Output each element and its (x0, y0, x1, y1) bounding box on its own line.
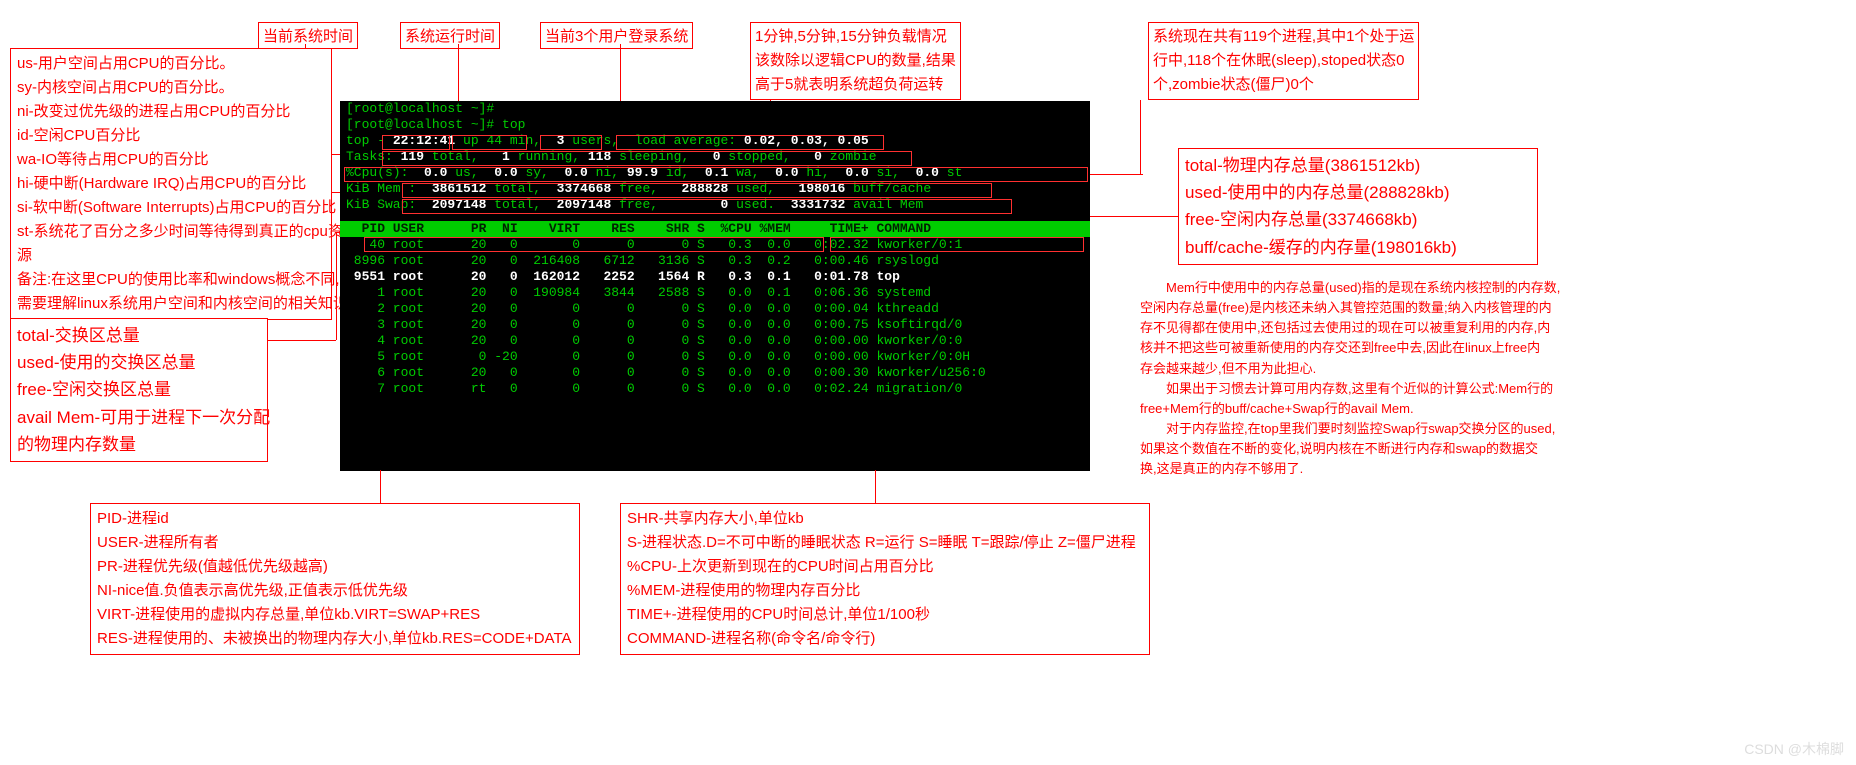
label-current-time: 当前系统时间 (258, 22, 358, 49)
table-row: 7 root rt 0 0 0 0 S 0.0 0.0 0:02.24 migr… (340, 381, 1090, 397)
top-mem: KiB Mem : 3861512 total, 3374668 free, 2… (340, 181, 1090, 197)
top-swap: KiB Swap: 2097148 total, 2097148 free, 0… (340, 197, 1090, 213)
mem-notes: total-物理内存总量(3861512kb) used-使用中的内存总量(28… (1178, 148, 1538, 265)
column-notes-right: SHR-共享内存大小,单位kb S-进程状态.D=不可中断的睡眠状态 R=运行 … (620, 503, 1150, 655)
mem-paragraph: Mem行中使用中的内存总量(used)指的是现在系统内核控制的内存数, 空闲内存… (1140, 278, 1550, 479)
conn-mem (1088, 216, 1178, 217)
table-row: 5 root 0 -20 0 0 0 S 0.0 0.0 0:00.00 kwo… (340, 349, 1090, 365)
conn-tasks (1140, 100, 1141, 175)
table-row: 2 root 20 0 0 0 0 S 0.0 0.0 0:00.04 kthr… (340, 301, 1090, 317)
table-row: 8996 root 20 0 216408 6712 3136 S 0.3 0.… (340, 253, 1090, 269)
top-tasks: Tasks: 119 total, 1 running, 118 sleepin… (340, 149, 1090, 165)
table-row: 40 root 20 0 0 0 0 S 0.3 0.0 0:02.32 kwo… (340, 237, 1090, 253)
conn-cols-right (875, 470, 876, 503)
prompt-2: [root@localhost ~]# top (340, 117, 1090, 133)
table-row: 4 root 20 0 0 0 0 S 0.0 0.0 0:00.00 kwor… (340, 333, 1090, 349)
prompt-1: [root@localhost ~]# (340, 101, 1090, 117)
table-row: 3 root 20 0 0 0 0 S 0.0 0.0 0:00.75 ksof… (340, 317, 1090, 333)
top-header: PID USER PR NI VIRT RES SHR S %CPU %MEM … (340, 221, 1090, 237)
watermark: CSDN @木棉脚 (1744, 739, 1844, 759)
column-notes-left: PID-进程id USER-进程所有者 PR-进程优先级(值越低优先级越高) N… (90, 503, 580, 655)
terminal-window: [root@localhost ~]# [root@localhost ~]# … (340, 101, 1090, 471)
table-row: 9551 root 20 0 162012 2252 1564 R 0.3 0.… (340, 269, 1090, 285)
conn-swap-v (336, 232, 337, 340)
label-tasks: 系统现在共有119个进程,其中1个处于运 行中,118个在休眠(sleep),s… (1148, 22, 1419, 100)
conn-tasks-h (1088, 174, 1143, 175)
table-row: 6 root 20 0 0 0 0 S 0.0 0.0 0:00.30 kwor… (340, 365, 1090, 381)
top-summary: top - 22:12:41 up 44 min, 3 users, load … (340, 133, 1090, 149)
spacer (340, 213, 1090, 221)
label-load: 1分钟,5分钟,15分钟负载情况 该数除以逻辑CPU的数量,结果 高于5就表明系… (750, 22, 961, 100)
cpu-notes: us-用户空间占用CPU的百分比。 sy-内核空间占用CPU的百分比。 ni-改… (10, 48, 332, 320)
top-cpu: %Cpu(s): 0.0 us, 0.0 sy, 0.0 ni, 99.9 id… (340, 165, 1090, 181)
label-uptime: 系统运行时间 (400, 22, 500, 49)
conn-cols-left (380, 470, 381, 503)
conn-swap-h (268, 340, 336, 341)
process-list: 40 root 20 0 0 0 0 S 0.3 0.0 0:02.32 kwo… (340, 237, 1090, 397)
swap-notes: total-交换区总量 used-使用的交换区总量 free-空闲交换区总量 a… (10, 318, 268, 462)
table-row: 1 root 20 0 190984 3844 2588 S 0.0 0.1 0… (340, 285, 1090, 301)
label-users: 当前3个用户登录系统 (540, 22, 693, 49)
